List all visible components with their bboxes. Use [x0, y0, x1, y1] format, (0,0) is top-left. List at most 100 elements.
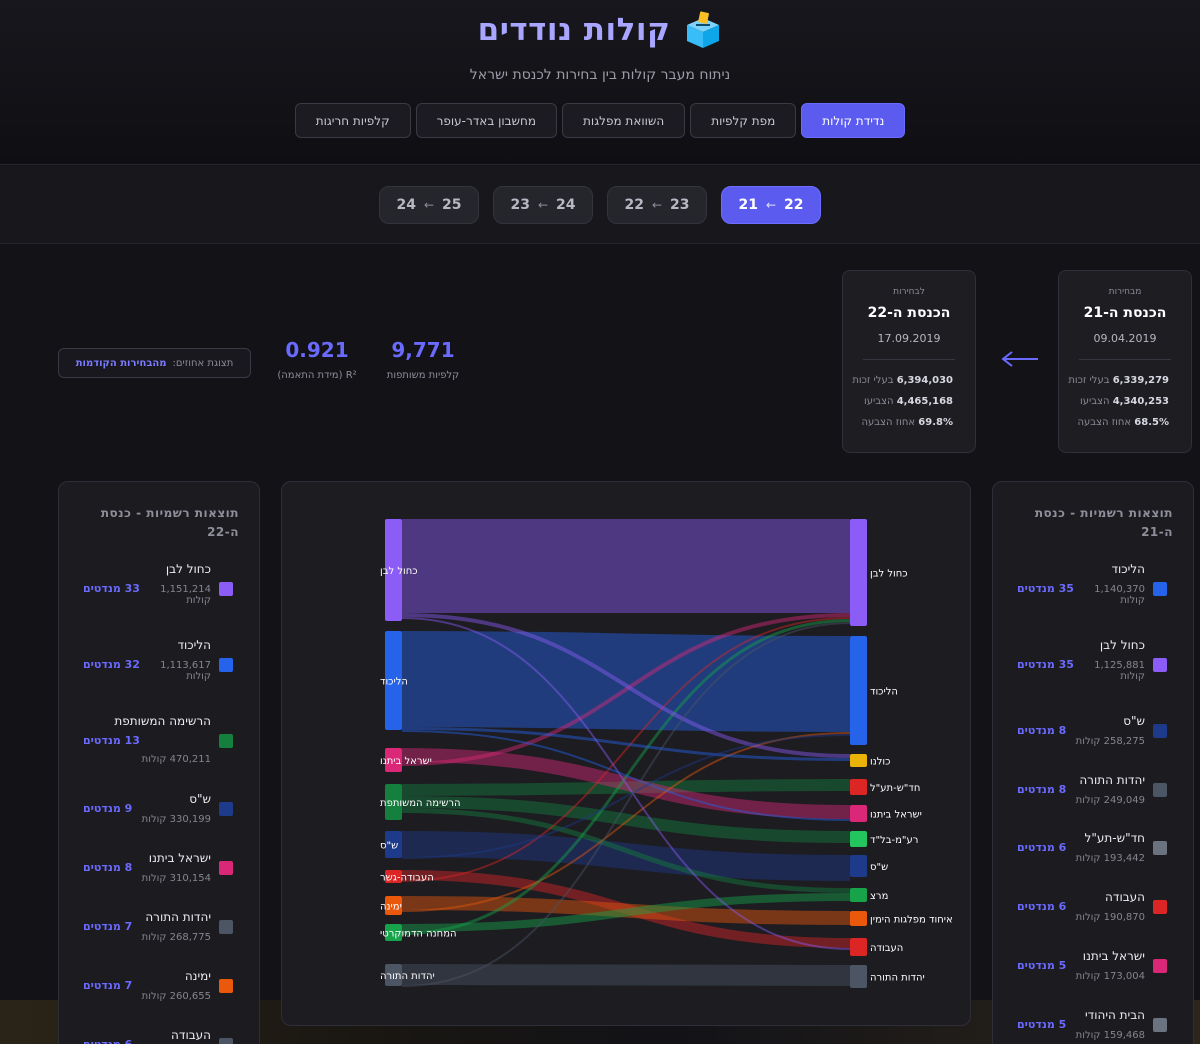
period-selector: 21 ← 22 22 ← 23 23 ← 24 24 ← 25 — [0, 166, 1200, 244]
tab-polling-map[interactable]: מפת קלפיות — [690, 103, 797, 138]
party-seats: 35 מנדטים — [1017, 582, 1074, 595]
sankey-node[interactable] — [850, 911, 867, 926]
card-eligible: 6,394,030 בעלי זכות — [852, 375, 953, 386]
tab-anomalous-stations[interactable]: קלפיות חריגות — [294, 103, 411, 138]
sankey-node-label: ש"ס — [380, 841, 398, 852]
flow-link[interactable] — [401, 622, 851, 987]
party-votes: 268,775 קולות — [141, 932, 211, 943]
r2-value: 0.921 — [285, 338, 349, 362]
sankey-node[interactable] — [385, 896, 402, 915]
flow-arrow-icon — [1001, 351, 1038, 367]
party-row[interactable]: חד"ש-תע"ל 193,442 קולות 6 מנדטים — [1017, 831, 1167, 877]
sankey-node[interactable] — [385, 870, 402, 883]
party-votes: 249,049 קולות — [1075, 795, 1145, 806]
sankey-node-label: כולנו — [870, 757, 890, 768]
party-name: ש"ס — [189, 792, 211, 806]
sankey-node[interactable] — [850, 888, 867, 902]
party-row[interactable]: ימינה 260,655 קולות 7 מנדטים — [83, 969, 233, 1015]
page-title: קולות נודדים — [477, 12, 671, 48]
party-row[interactable]: הבית היהודי 159,468 קולות 5 מנדטים — [1017, 1008, 1167, 1044]
party-name: ישראל ביתנו — [148, 851, 211, 865]
party-seats: 8 מנדטים — [1017, 724, 1067, 737]
sankey-node[interactable] — [385, 831, 402, 858]
party-name: ימינה — [184, 969, 211, 983]
flow-link[interactable] — [401, 631, 851, 732]
period-24-25[interactable]: 24 ← 25 — [379, 185, 479, 224]
flow-link[interactable] — [401, 617, 851, 950]
sankey-node[interactable] — [385, 748, 402, 772]
vote-flow-sankey: כחול לבן הליכוד ישראל ביתנו הרשימה המשותפת ש… — [380, 519, 953, 988]
card-knesset: הכנסת ה-21 — [1083, 305, 1167, 321]
party-row[interactable]: ישראל ביתנו 310,154 קולות 8 מנדטים — [83, 851, 233, 897]
sankey-node[interactable] — [385, 784, 402, 820]
sankey-node[interactable] — [385, 631, 402, 730]
percent-view-option[interactable]: מהבחירות הקודמות — [75, 357, 167, 369]
flow-link[interactable] — [401, 808, 851, 893]
flow-link[interactable] — [401, 831, 851, 881]
arrow-left-icon: ← — [537, 197, 549, 212]
card-label: מבחירות — [1108, 287, 1142, 297]
sankey-node[interactable] — [850, 855, 867, 877]
sankey-node[interactable] — [385, 964, 402, 986]
party-row[interactable]: כחול לבן 1,151,214 קולות 33 מנדטים — [83, 562, 233, 608]
percent-view-toggle[interactable]: תצוגת אחוזים: מהבחירות הקודמות — [58, 348, 251, 378]
flow-link[interactable] — [401, 732, 851, 912]
party-row[interactable]: הליכוד 1,113,617 קולות 32 מנדטים — [83, 638, 233, 684]
tab-vote-migration[interactable]: נדידת קולות — [801, 103, 906, 138]
flow-link[interactable] — [401, 727, 851, 761]
party-row[interactable]: יהדות התורה 249,049 קולות 8 מנדטים — [1017, 773, 1167, 819]
flow-link[interactable] — [401, 613, 851, 758]
page-subtitle: ניתוח מעבר קולות בין בחירות לכנסת ישראל — [469, 67, 731, 83]
period-23-24[interactable]: 23 ← 24 — [493, 185, 593, 224]
party-row[interactable]: ישראל ביתנו 173,004 קולות 5 מנדטים — [1017, 949, 1167, 995]
flow-link[interactable] — [401, 619, 851, 935]
party-votes: 1,125,881 קולות — [1094, 660, 1145, 682]
sankey-node[interactable] — [385, 924, 402, 941]
flow-link[interactable] — [401, 779, 851, 796]
tab-party-compare[interactable]: השוואת מפלגות — [562, 103, 686, 138]
sankey-node[interactable] — [850, 831, 867, 847]
sankey-node[interactable] — [850, 938, 867, 956]
flow-link[interactable] — [401, 796, 851, 843]
party-name: יהדות התורה — [1079, 773, 1145, 787]
party-votes: 1,140,370 קולות — [1094, 584, 1145, 606]
party-row[interactable]: יהדות התורה 268,775 קולות 7 מנדטים — [83, 910, 233, 956]
flow-link[interactable] — [401, 734, 851, 859]
sankey-node[interactable] — [850, 636, 867, 745]
period-21-22[interactable]: 21 ← 22 — [721, 185, 821, 224]
party-row[interactable]: העבודה 190,870 קולות 6 מנדטים — [1017, 890, 1167, 936]
party-row[interactable]: הרשימה המשותפת 470,211 קולות 13 מנדטים — [83, 714, 233, 765]
party-votes: 260,655 קולות — [141, 991, 211, 1002]
party-seats: 5 מנדטים — [1017, 1018, 1067, 1031]
party-color-swatch — [219, 582, 233, 596]
flow-link[interactable] — [401, 896, 851, 925]
flow-link[interactable] — [401, 893, 851, 932]
flow-link[interactable] — [401, 617, 851, 882]
sankey-node[interactable] — [850, 805, 867, 822]
sankey-node[interactable] — [850, 519, 867, 626]
flow-link[interactable] — [401, 964, 851, 986]
sankey-node-label: המחנה הדמוקרטי — [380, 929, 457, 940]
period-22-23[interactable]: 22 ← 23 — [607, 185, 707, 224]
sankey-node[interactable] — [850, 754, 867, 767]
results-panel-22: תוצאות רשמיות - כנסת ה-22 כחול לבן 1,151,… — [58, 481, 260, 1044]
sankey-node[interactable] — [385, 519, 402, 621]
party-row[interactable]: הליכוד 1,140,370 קולות 35 מנדטים — [1017, 562, 1167, 608]
party-row[interactable]: העבודה 6 מנדטים — [83, 1028, 233, 1044]
party-seats: 6 מנדטים — [1017, 841, 1067, 854]
party-row[interactable]: ש"ס 258,275 קולות 8 מנדטים — [1017, 714, 1167, 760]
party-row[interactable]: ש"ס 330,199 קולות 9 מנדטים — [83, 792, 233, 838]
flow-link[interactable] — [401, 870, 851, 948]
flow-link[interactable] — [401, 730, 851, 821]
party-name: הליכוד — [177, 638, 211, 652]
sankey-node[interactable] — [850, 965, 867, 988]
panel-title: תוצאות רשמיות - כנסת ה-21 — [1034, 506, 1173, 539]
flow-link[interactable] — [401, 613, 851, 766]
sankey-node[interactable] — [850, 779, 867, 795]
flow-link[interactable] — [401, 748, 851, 819]
sankey-node-label: יהדות התורה — [870, 973, 925, 984]
tab-bader-ofer[interactable]: מחשבון באדר-עופר — [415, 103, 558, 138]
party-row[interactable]: כחול לבן 1,125,881 קולות 35 מנדטים — [1017, 638, 1167, 684]
period-to: 22 — [784, 196, 804, 213]
sankey-node-label: הליכוד — [870, 687, 898, 698]
